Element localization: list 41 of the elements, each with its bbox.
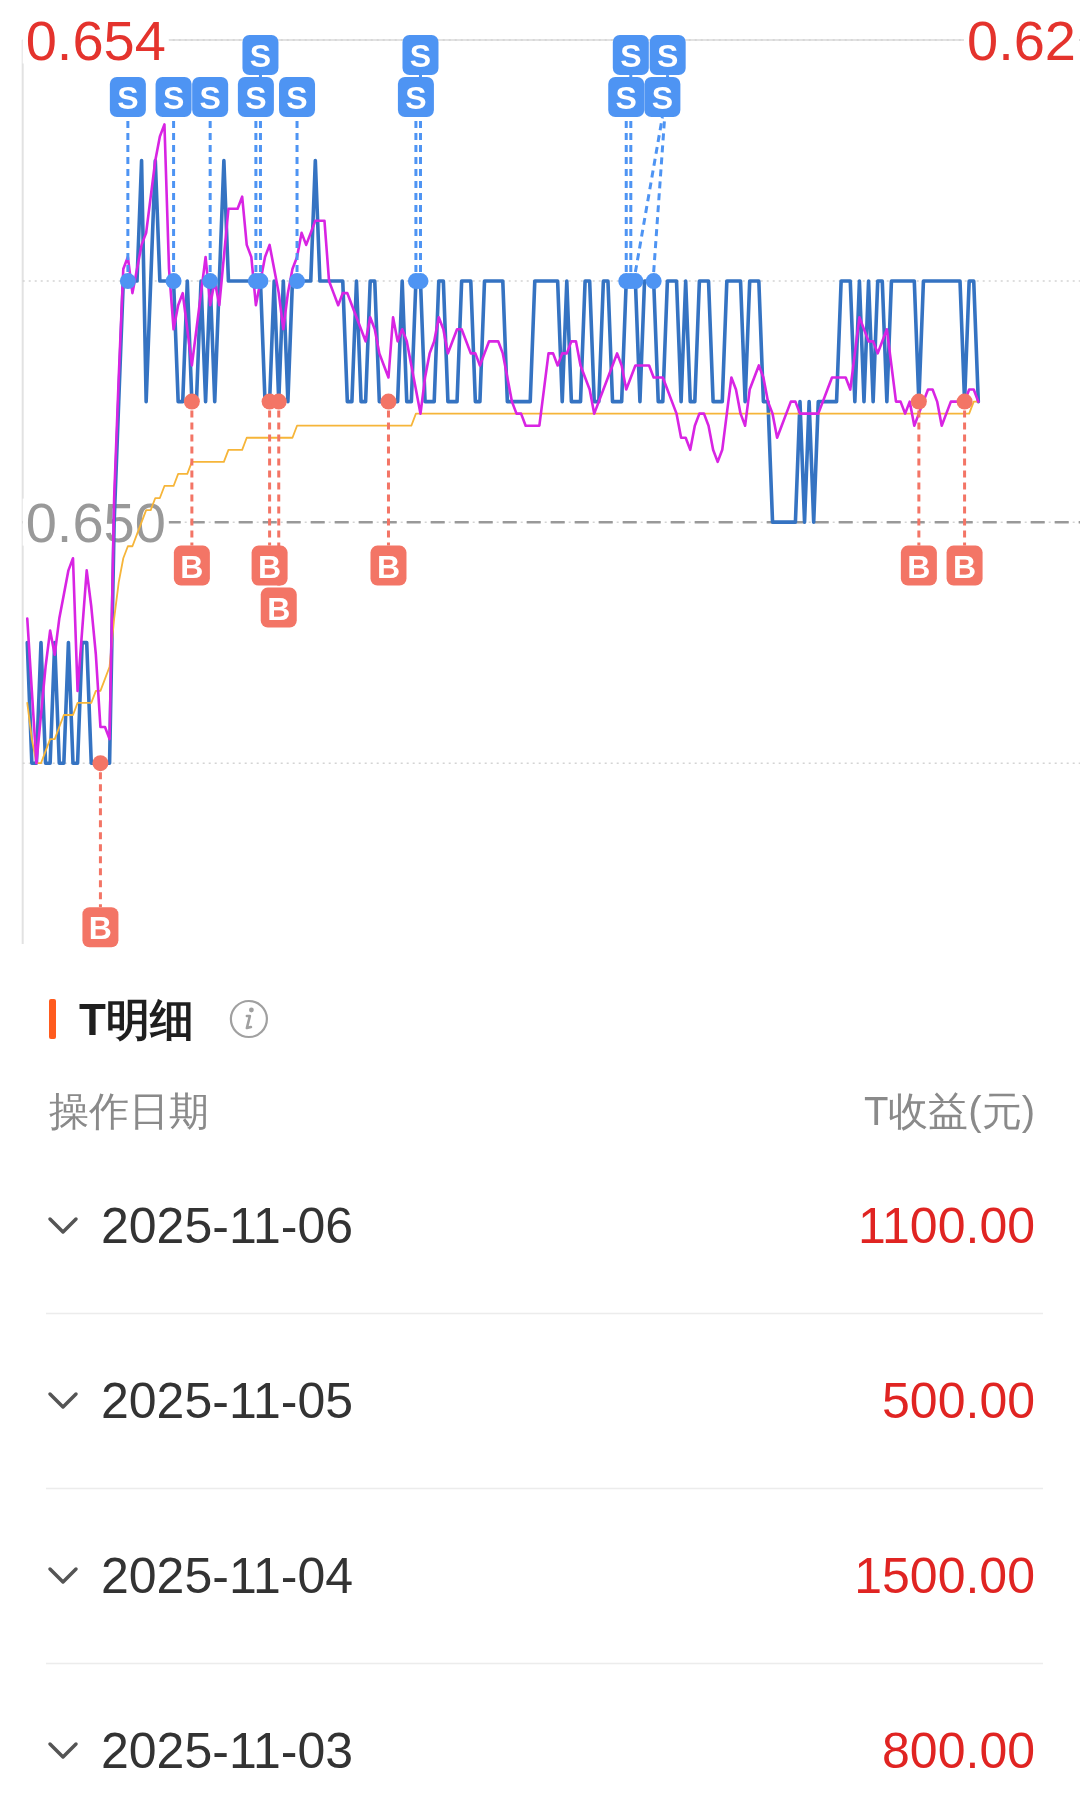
data-label: S [657,38,679,75]
data-label: S [405,80,427,117]
data-label: B [180,548,204,585]
data-label: S [162,80,185,117]
data-label: S [409,38,432,75]
data-label: B [267,590,291,627]
data-label: B [953,548,977,585]
text: 1100.00 [857,1198,1035,1254]
data-label: S [199,80,221,117]
data-label: B [907,548,931,585]
text: T收益(元) [863,1089,1035,1133]
data-label: S [117,80,139,117]
data-label: B [88,910,112,947]
marker-label: S [397,77,434,273]
marker-label: S [192,77,229,273]
marker-label: S [279,77,316,273]
data-label: S [286,80,308,117]
marker-label: B [173,410,210,586]
data-label: S [249,38,272,75]
text: 2025-11-06 [101,1198,354,1254]
data-label: S [620,38,642,75]
text: 2025-11-05 [101,1373,354,1429]
marker-label: B [946,410,983,586]
marker-label: S [109,77,146,273]
text: 2025-11-03 [101,1723,354,1779]
data-label: B [376,548,401,585]
text: 500.00 [882,1373,1035,1429]
data-label: S [651,80,674,117]
marker-label: B [370,410,407,586]
text: 800.00 [882,1723,1035,1779]
marker-label: B [251,410,288,586]
text: 操作日期 [49,1089,209,1133]
marker-label: S [237,77,274,273]
marker-label: B [82,772,119,948]
data-label: B [258,548,282,585]
text: T明细 [79,994,194,1044]
text: 1500.00 [854,1548,1035,1604]
marker-label: S [155,77,192,273]
data-label: S [245,80,267,117]
text: 2025-11-04 [101,1548,354,1604]
marker-label: B [900,410,937,586]
